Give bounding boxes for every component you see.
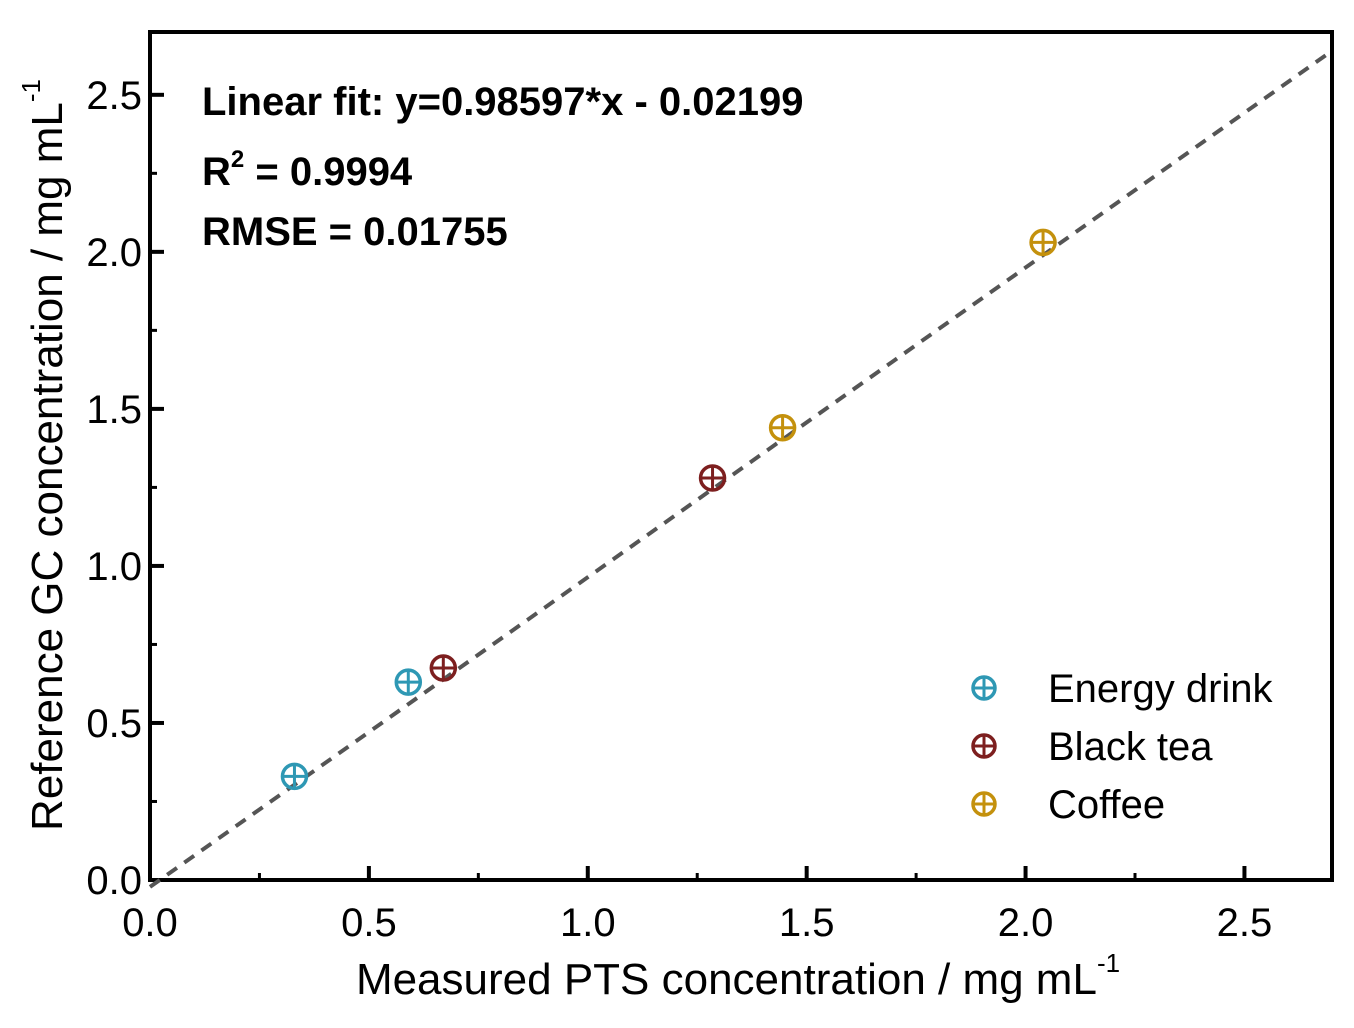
- y-axis-title: Reference GC concentration / mg mL-1: [16, 79, 72, 831]
- legend-label-energy-drink: Energy drink: [1048, 667, 1274, 711]
- data-point-black-tea: [429, 654, 458, 682]
- x-axis-title: Measured PTS concentration / mg mL-1: [356, 948, 1120, 1004]
- y-tick-label: 1.5: [86, 388, 142, 432]
- legend-label-black-tea: Black tea: [1048, 725, 1213, 769]
- x-tick-label: 1.0: [560, 901, 616, 945]
- data-point-black-tea: [698, 464, 727, 492]
- y-tick-label: 2.0: [86, 231, 142, 275]
- annotation-block: Linear fit: y=0.98597*x - 0.02199 R2 = 0…: [202, 80, 803, 254]
- x-tick-label: 1.5: [779, 901, 835, 945]
- fit-line-group: [148, 49, 1334, 889]
- y-tick-label: 1.0: [86, 545, 142, 589]
- x-tick-label: 2.0: [998, 901, 1054, 945]
- data-point-energy-drink: [394, 668, 423, 696]
- legend-label-coffee: Coffee: [1048, 783, 1165, 827]
- data-point-energy-drink: [280, 762, 309, 791]
- legend-marker-energy-drink: [971, 675, 997, 701]
- y-tick-label: 0.0: [86, 859, 142, 903]
- r-squared-label: R2 = 0.9994: [202, 146, 413, 194]
- y-tick-label: 0.5: [86, 702, 142, 746]
- plot-frame: [148, 30, 1334, 882]
- linear-fit-line: [148, 49, 1334, 889]
- data-point-coffee: [1029, 228, 1057, 257]
- fit-equation-label: Linear fit: y=0.98597*x - 0.02199: [202, 80, 803, 124]
- legend: Energy drink Black tea Coffee: [971, 667, 1274, 827]
- plot-area: [148, 30, 1334, 882]
- axis-ticks: 0.0 0.5 1.0 1.5 2.0 2.5 0.0 0.5 1.0 1.5 2.0 2.5: [86, 74, 1272, 945]
- y-tick-label: 2.5: [86, 74, 142, 118]
- legend-marker-black-tea: [971, 733, 997, 759]
- data-point-coffee: [768, 413, 797, 442]
- x-tick-label: 0.5: [341, 901, 397, 945]
- x-tick-label: 2.5: [1217, 901, 1273, 945]
- rmse-label: RMSE = 0.01755: [202, 210, 508, 254]
- x-tick-label: 0.0: [122, 901, 178, 945]
- data-points: [280, 228, 1057, 791]
- legend-marker-coffee: [971, 791, 997, 817]
